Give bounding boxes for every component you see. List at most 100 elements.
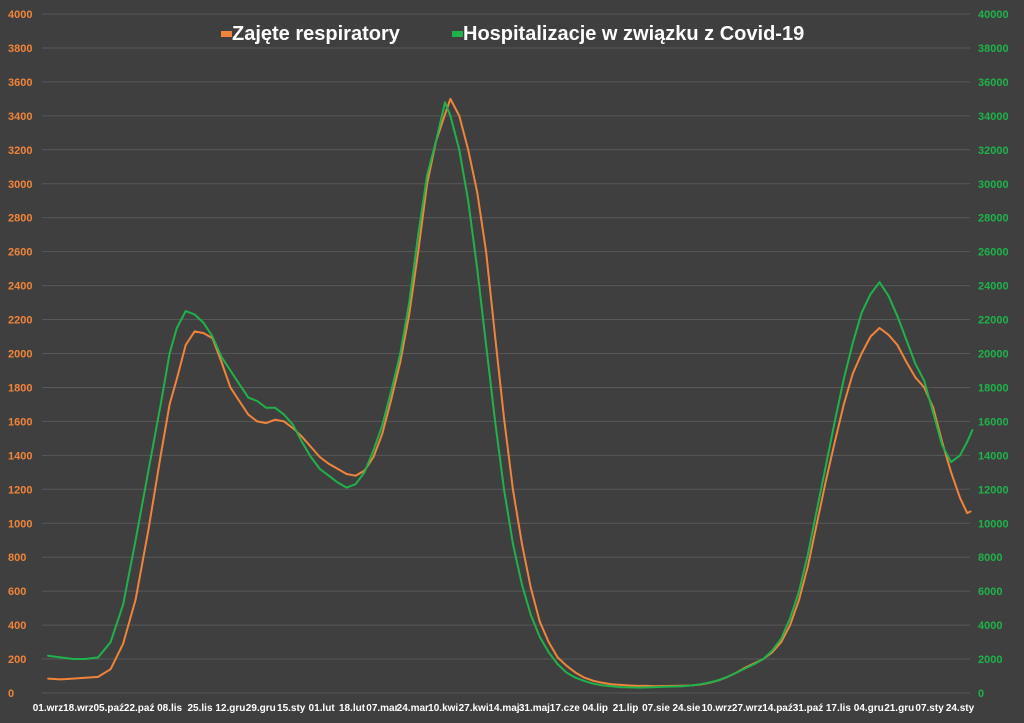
data-point-respiratory: [449, 98, 452, 100]
data-point-hospital: [327, 474, 330, 477]
data-point-hospital: [175, 327, 178, 329]
data-point-respiratory: [47, 677, 49, 680]
x-tick-label: 07.sie: [642, 703, 670, 714]
data-point-respiratory: [147, 530, 150, 533]
data-point-hospital: [771, 649, 774, 652]
data-point-respiratory: [84, 676, 87, 679]
data-point-hospital: [833, 420, 836, 423]
data-point-hospital: [628, 686, 631, 689]
data-point-hospital: [72, 658, 74, 660]
x-tick-label: 10.kwi: [428, 703, 458, 714]
data-point-respiratory: [175, 378, 178, 380]
y-left-tick-label: 600: [8, 586, 26, 598]
legend-swatch-hospital: [452, 31, 463, 37]
data-point-respiratory: [521, 542, 523, 545]
data-point-hospital: [184, 310, 187, 312]
data-point-hospital: [690, 684, 693, 687]
data-point-respiratory: [816, 522, 818, 525]
data-point-hospital: [503, 488, 505, 491]
data-point-hospital: [159, 403, 162, 406]
x-tick-label: 24.sie: [672, 703, 700, 714]
legend: Zajęte respiratory Hospitalizacje w zwią…: [221, 23, 804, 45]
data-point-hospital: [147, 471, 150, 474]
x-tick-label: 21.lip: [613, 703, 639, 714]
y-right-tick-label: 16000: [978, 416, 1009, 428]
data-point-respiratory: [238, 400, 241, 402]
data-point-respiratory: [327, 462, 330, 465]
data-point-hospital: [869, 293, 872, 295]
data-point-hospital: [381, 423, 384, 426]
y-left-tick-label: 2000: [8, 349, 32, 361]
data-point-respiratory: [878, 327, 881, 329]
data-point-hospital: [372, 449, 375, 452]
data-point-hospital: [914, 362, 917, 365]
y-left-tick-label: 1600: [8, 416, 32, 428]
y-right-tick-label: 6000: [978, 586, 1002, 598]
y-left-tick-label: 3200: [8, 145, 32, 157]
y-right-tick-label: 18000: [978, 382, 1009, 394]
data-point-hospital: [283, 413, 285, 416]
data-point-respiratory: [265, 422, 268, 424]
data-point-respiratory: [637, 685, 639, 687]
data-point-respiratory: [354, 474, 357, 477]
data-point-hospital: [887, 294, 890, 297]
data-point-respiratory: [168, 403, 171, 406]
y-axis-left: 0 200 400 600 800 1000 1200 1400 1600 1800 2000 220…: [8, 9, 32, 700]
x-tick-label: 07.sty: [915, 703, 944, 714]
x-tick-label: 24.mar: [397, 703, 429, 714]
data-point-respiratory: [417, 250, 420, 253]
y-left-tick-label: 2600: [8, 247, 32, 259]
data-point-hospital: [932, 412, 935, 414]
y-left-tick-label: 400: [8, 620, 26, 632]
x-tick-label: 27.wrz: [732, 703, 763, 714]
data-point-respiratory: [220, 361, 223, 363]
data-point-hospital: [512, 542, 514, 545]
data-point-respiratory: [547, 641, 550, 643]
data-point-hospital: [109, 641, 112, 643]
x-tick-label: 24.sty: [946, 703, 975, 714]
data-point-hospital: [637, 686, 639, 689]
x-tick-label: 01.wrz: [33, 703, 64, 714]
data-point-respiratory: [529, 586, 532, 589]
data-point-hospital: [256, 400, 259, 402]
legend-swatch-respiratory: [221, 31, 232, 37]
data-point-hospital: [798, 590, 800, 592]
y-right-tick-label: 34000: [978, 111, 1009, 123]
data-point-respiratory: [950, 471, 952, 474]
x-tick-label: 17.lis: [826, 703, 851, 714]
data-point-respiratory: [381, 432, 384, 435]
data-point-respiratory: [336, 468, 339, 470]
data-point-respiratory: [193, 330, 196, 333]
data-point-hospital: [211, 335, 214, 338]
x-tick-label: 07.mar: [366, 703, 398, 714]
y-right-tick-label: 32000: [978, 145, 1009, 157]
data-point-hospital: [202, 322, 205, 324]
data-point-respiratory: [283, 420, 285, 423]
data-point-respiratory: [59, 678, 62, 681]
data-point-respiratory: [494, 335, 496, 338]
data-point-hospital: [318, 468, 321, 470]
data-point-respiratory: [229, 386, 232, 389]
y-left-tick-label: 200: [8, 654, 26, 666]
data-point-respiratory: [869, 335, 872, 338]
data-point-hospital: [699, 683, 702, 686]
x-tick-label: 18.lut: [339, 703, 366, 714]
data-point-respiratory: [610, 683, 613, 686]
data-point-hospital: [265, 406, 268, 409]
data-point-hospital: [896, 315, 899, 318]
data-point-hospital: [399, 352, 402, 355]
data-point-respiratory: [905, 361, 908, 363]
x-tick-label: 15.sty: [277, 703, 306, 714]
data-point-hospital: [485, 344, 487, 346]
y-right-tick-label: 40000: [978, 9, 1009, 21]
data-point-respiratory: [798, 598, 800, 601]
data-point-respiratory: [72, 677, 74, 680]
data-point-hospital: [646, 686, 648, 689]
data-point-respiratory: [851, 373, 854, 375]
data-point-hospital: [59, 656, 62, 659]
data-point-hospital: [301, 440, 303, 443]
data-point-respiratory: [256, 420, 259, 423]
data-point-hospital: [789, 617, 791, 620]
x-tick-label: 04.gru: [854, 703, 884, 714]
